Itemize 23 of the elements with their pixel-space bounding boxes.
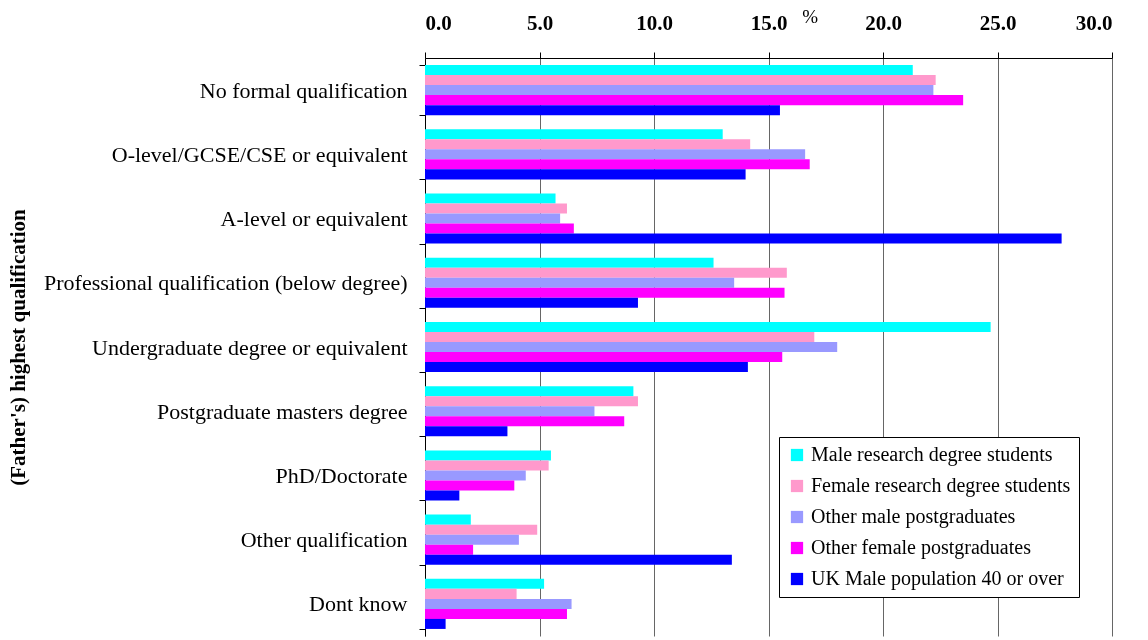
y-tick-label: Postgraduate masters degree xyxy=(157,398,408,424)
y-tick-label: A-level or equivalent xyxy=(220,206,408,232)
x-axis-title: % xyxy=(802,5,819,27)
legend-label: Other female postgraduates xyxy=(811,536,1032,559)
x-tick-label: 25.0 xyxy=(979,10,1017,35)
y-tick-label: PhD/Doctorate xyxy=(275,462,408,488)
x-tick-label: 30.0 xyxy=(1075,10,1113,35)
x-tick-label: 15.0 xyxy=(750,10,788,35)
legend-label: Male research degree students xyxy=(811,443,1053,466)
legend-label: Female research degree students xyxy=(811,474,1071,497)
x-tick-label: 5.0 xyxy=(526,10,554,35)
legend-label: UK Male population 40 or over xyxy=(811,567,1065,590)
y-tick-label: O-level/GCSE/CSE or equivalent xyxy=(111,141,408,167)
y-tick-label: Dont know xyxy=(309,591,408,617)
x-tick-label: 20.0 xyxy=(865,10,902,35)
x-tick-label: 10.0 xyxy=(636,10,673,35)
y-tick-label: Undergraduate degree or equivalent xyxy=(92,334,408,360)
y-tick-label: Other qualification xyxy=(240,527,408,553)
x-tick-label: 0.0 xyxy=(425,10,452,35)
legend-label: Other male postgraduates xyxy=(811,505,1016,528)
y-axis-title: (Father's) highest qualification xyxy=(5,208,30,486)
y-tick-label: No formal qualification xyxy=(199,77,408,103)
y-tick-label: Professional qualification (below degree) xyxy=(44,270,408,296)
